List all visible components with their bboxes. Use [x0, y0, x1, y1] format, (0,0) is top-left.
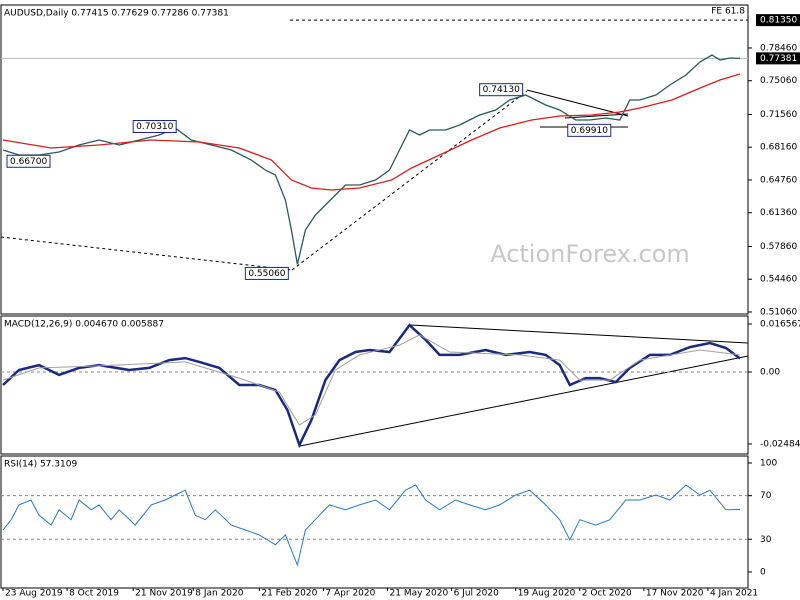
y-tick-label: 0.57860: [760, 242, 797, 252]
panel-frame: [0, 455, 749, 589]
annotation-box: [6, 154, 51, 168]
x-tick-label: 6 Jul 2020: [454, 589, 499, 599]
x-tick-label: 19 Aug 2020: [518, 589, 576, 599]
level-name: FE 61.8: [711, 7, 745, 17]
trendline: [409, 324, 749, 344]
x-tick-label: 21 May 2020: [390, 589, 449, 599]
x-tick-label: 21 Feb 2020: [261, 589, 317, 599]
y-tick-label: 0.61360: [760, 208, 797, 218]
y-tick-label: 0.78460: [760, 43, 797, 53]
x-tick-label: 2 Oct 2020: [582, 589, 632, 599]
annotation-label: 0.55060: [248, 269, 285, 279]
annotation-box: [132, 119, 177, 133]
series-line: [2, 323, 741, 449]
annotation-box: [244, 266, 289, 280]
trendline: [0, 236, 293, 271]
panel-title: MACD(12,26,9) 0.004670 0.005887: [4, 320, 164, 330]
annotation-box: [479, 83, 524, 97]
annotation-label: 0.74130: [483, 85, 520, 95]
y-tick-label: 30: [760, 535, 772, 545]
series-line: [2, 484, 741, 567]
panel-frame: [0, 315, 749, 455]
x-tick-label: 8 Jan 2020: [195, 589, 243, 599]
annotation-label: 0.70310: [136, 122, 173, 132]
x-tick-label: 4 Jan 2021: [710, 589, 758, 599]
y-tick-label: 0: [760, 567, 766, 577]
x-tick-label: 23 Aug 2019: [5, 589, 63, 599]
level-box: [756, 14, 800, 27]
x-tick-label: 7 Apr 2020: [325, 589, 375, 599]
annotation-label: 0.69910: [571, 126, 608, 136]
x-tick-label: 8 Oct 2019: [69, 589, 119, 599]
trendline: [526, 89, 629, 117]
panel-frame: [0, 4, 749, 315]
last-price-box: [756, 52, 800, 65]
annotation-box: [567, 123, 612, 137]
series-line: [2, 334, 741, 426]
x-tick-label: 17 Nov 2020: [646, 589, 704, 599]
y-tick-label: 100: [760, 458, 777, 468]
trendline: [299, 355, 749, 447]
watermark: ActionForex.com: [490, 240, 690, 268]
y-tick-label: 0.016567: [760, 320, 800, 330]
level-label: 0.81350: [760, 16, 797, 26]
panel-title: AUDUSD,Daily 0.77415 0.77629 0.77286 0.7…: [4, 9, 229, 19]
y-tick-label: 0.54460: [760, 275, 797, 285]
y-tick-label: 0.71560: [760, 110, 797, 120]
series-line: [2, 73, 741, 191]
panel-title: RSI(14) 57.3109: [4, 460, 77, 470]
annotation-label: 0.66700: [10, 157, 47, 167]
y-tick-label: 70: [760, 491, 772, 501]
y-tick-label: 0.68160: [760, 143, 797, 153]
y-tick-label: -0.02484: [760, 439, 800, 449]
trendline: [564, 113, 629, 119]
x-tick-label: 21 Nov 2019: [135, 589, 193, 599]
y-tick-label: 0.64760: [760, 175, 797, 185]
trendline: [291, 90, 528, 271]
last-price-label: 0.77381: [760, 54, 797, 64]
y-tick-label: 0.00: [760, 368, 780, 378]
y-tick-label: 0.75060: [760, 76, 797, 86]
y-tick-label: 0.51060: [760, 307, 797, 317]
